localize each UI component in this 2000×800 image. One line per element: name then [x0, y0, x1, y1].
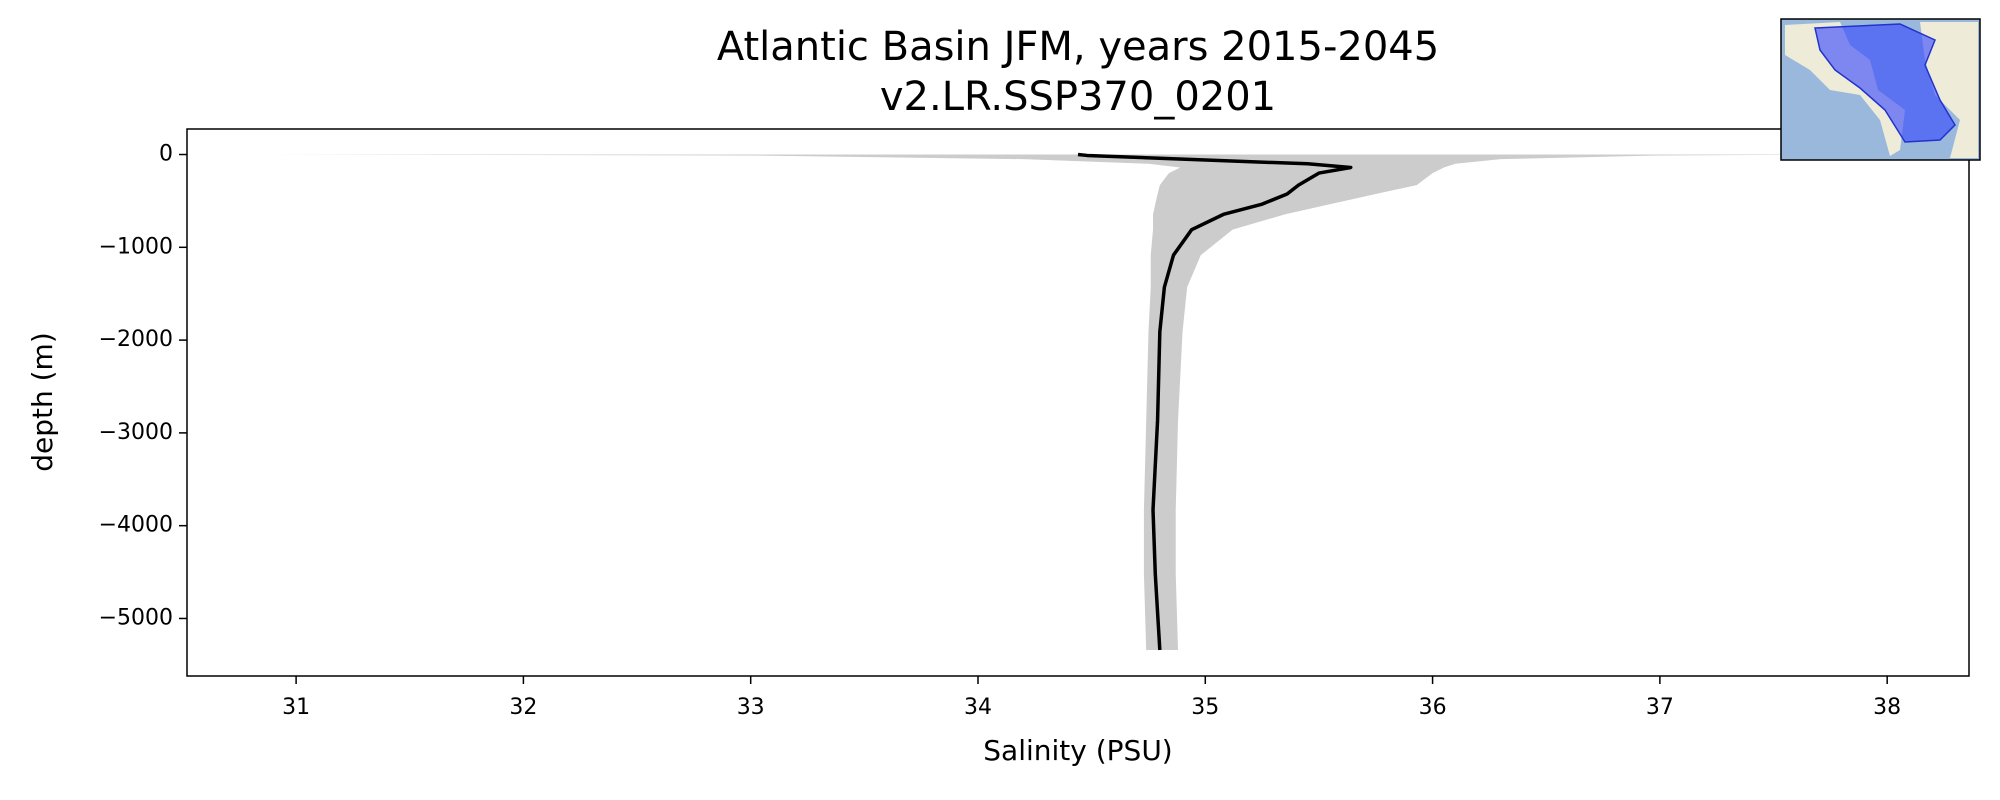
x-tick-label: 34 — [964, 695, 992, 720]
x-tick-label: 35 — [1191, 695, 1219, 720]
y-tick-label: 0 — [159, 142, 173, 167]
x-axis-label: Salinity (PSU) — [983, 734, 1172, 767]
y-tick-label: −5000 — [99, 605, 173, 630]
plot-area — [268, 152, 1865, 651]
y-tick-label: −1000 — [99, 234, 173, 259]
x-tick-label: 31 — [282, 695, 310, 720]
x-tick-label: 38 — [1873, 695, 1901, 720]
map-land — [1785, 22, 1905, 156]
chart-subtitle: v2.LR.SSP370_0201 — [880, 74, 1276, 120]
inset-map — [1780, 18, 1981, 161]
y-tick-label: −4000 — [99, 513, 173, 538]
mean-line — [1077, 152, 1353, 651]
chart-title: Atlantic Basin JFM, years 2015-2045 — [717, 24, 1439, 70]
y-tick-label: −3000 — [99, 420, 173, 445]
map-land — [1920, 22, 1978, 158]
x-tick-label: 33 — [737, 695, 765, 720]
x-tick-label: 32 — [509, 695, 537, 720]
x-tick-label: 36 — [1419, 695, 1447, 720]
x-tick-label: 37 — [1646, 695, 1674, 720]
axes-frame — [186, 128, 1970, 677]
range-band — [268, 154, 1865, 651]
map-basin — [1814, 23, 1956, 143]
y-axis-label: depth (m) — [26, 332, 59, 472]
y-tick-label: −2000 — [99, 327, 173, 352]
